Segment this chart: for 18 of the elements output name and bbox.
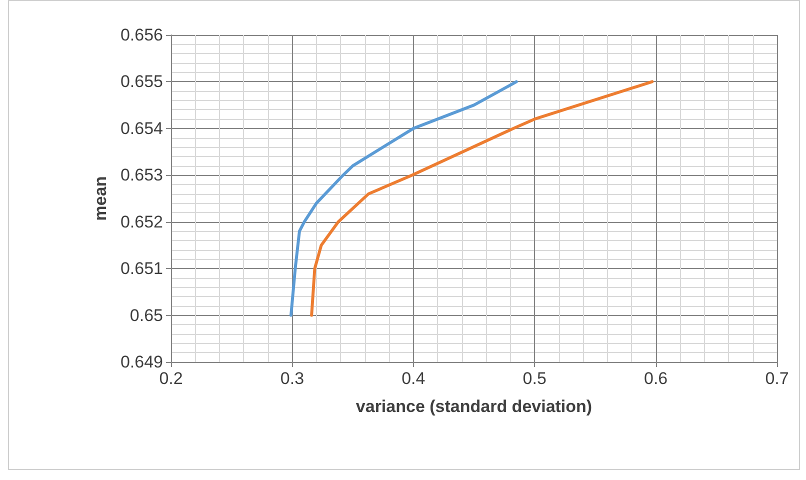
y-tick-label: 0.649 [120, 352, 163, 372]
x-tick-label: 0.5 [522, 369, 546, 388]
y-tick-label: 0.653 [120, 166, 163, 185]
x-tick-label: 0.3 [280, 369, 304, 388]
y-tick-label: 0.651 [120, 259, 163, 278]
x-tick-label: 0.2 [159, 369, 183, 388]
line-series [289, 80, 518, 317]
y-tick-label: 0.652 [120, 212, 163, 232]
x-tick-label: 0.4 [402, 369, 426, 388]
line-series [310, 80, 654, 317]
y-tick-label: 0.656 [120, 26, 163, 44]
y-tick-label: 0.655 [120, 72, 163, 92]
y-tick-label: 0.65 [130, 306, 163, 325]
x-tick-label: 0.6 [644, 369, 668, 388]
y-axis-title: mean [91, 176, 110, 221]
y-tick-label: 0.654 [120, 118, 163, 138]
x-axis-title: variance (standard deviation) [356, 397, 592, 416]
x-tick-label: 0.7 [765, 369, 789, 388]
